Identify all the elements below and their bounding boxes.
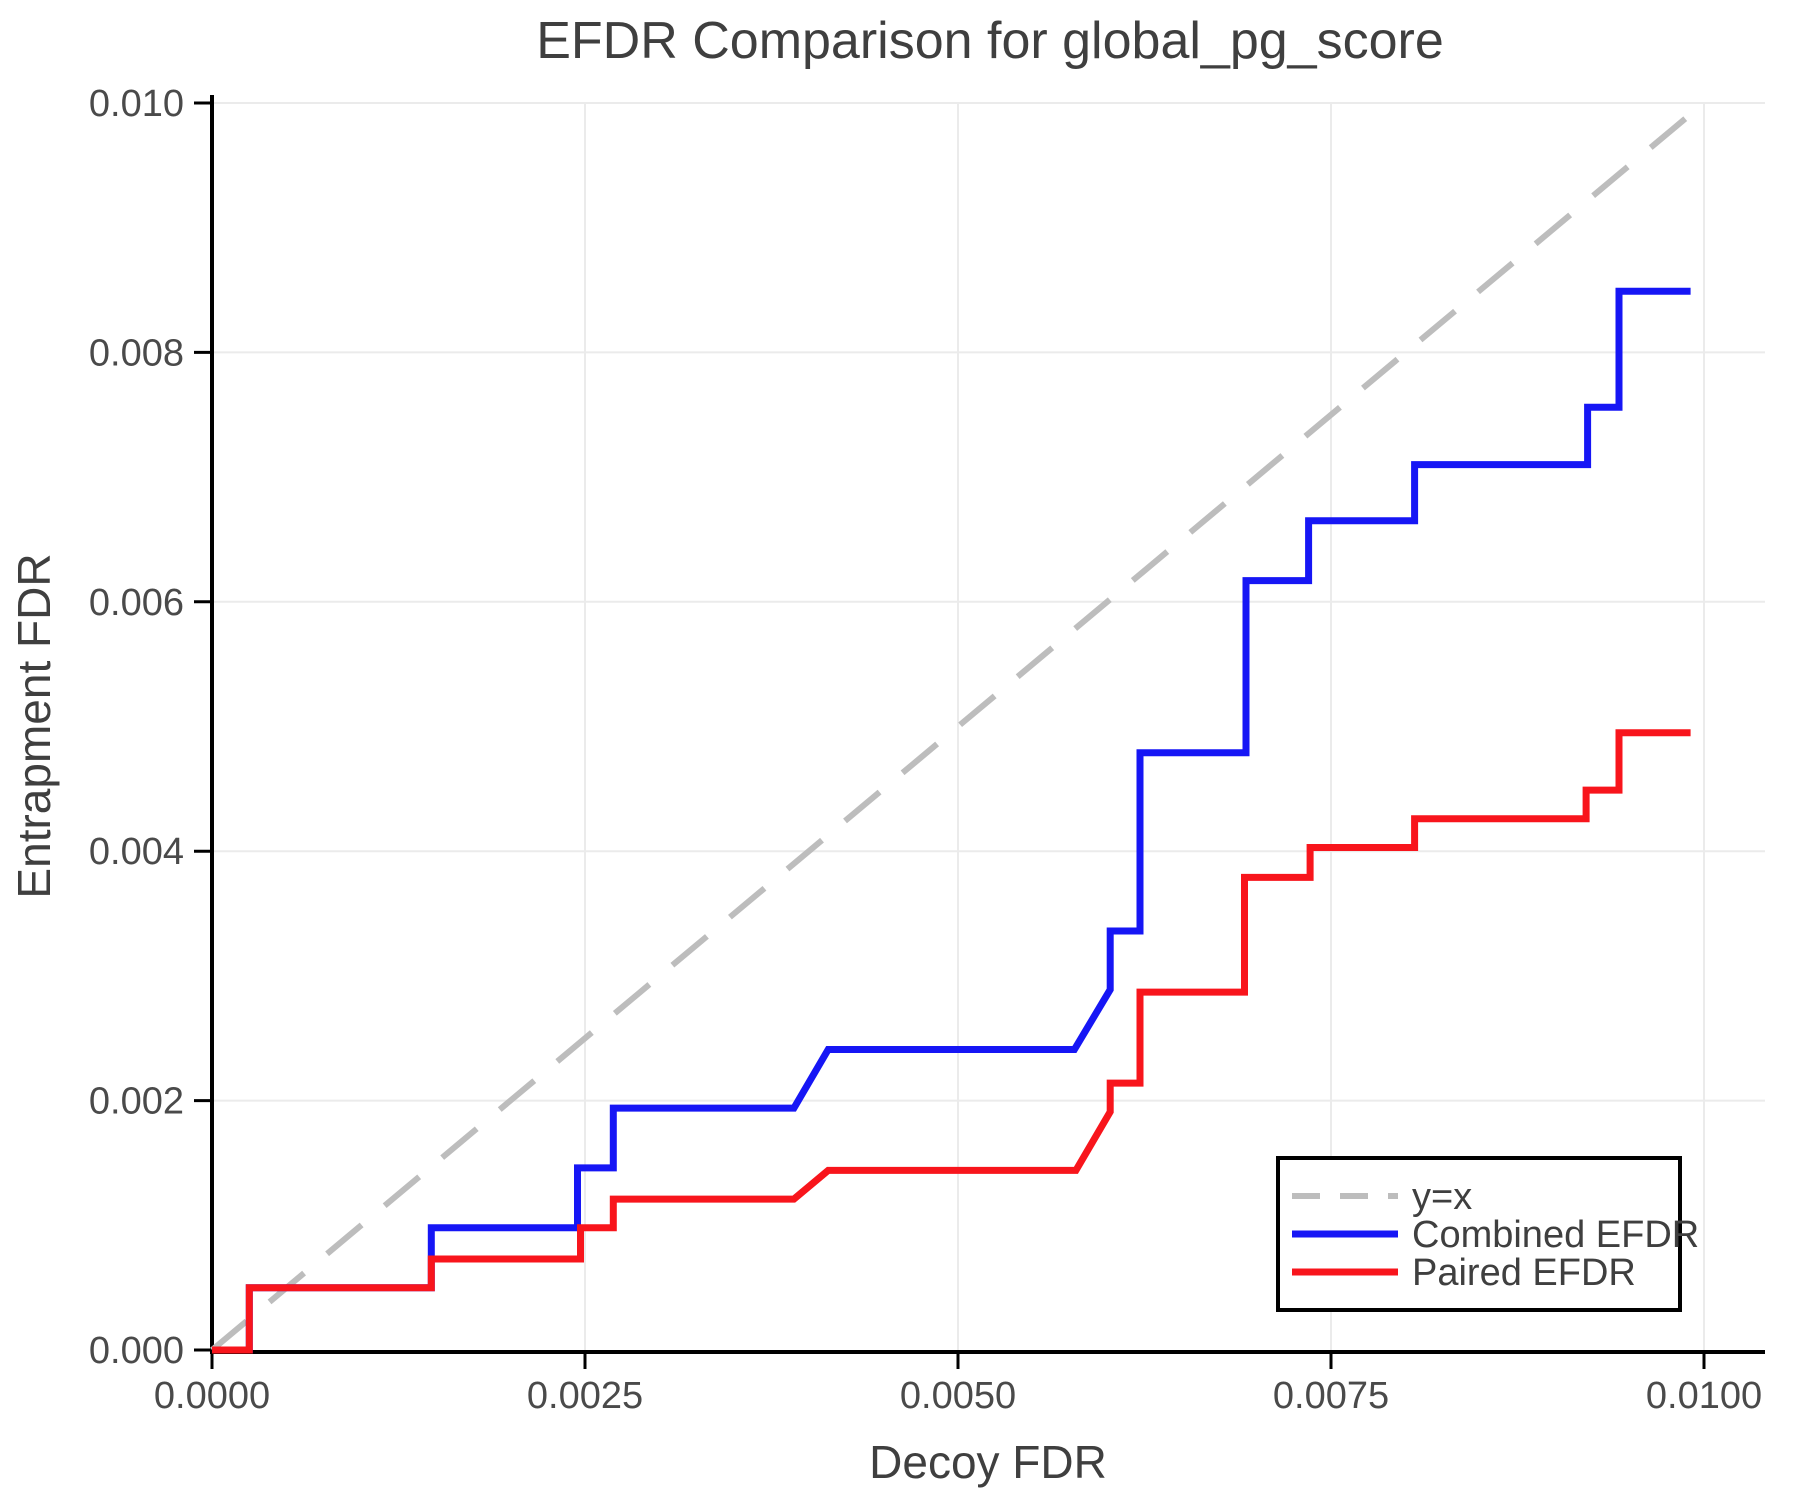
data-series — [210, 113, 1692, 1354]
axis-tick-labels: 0.0000 0.0025 0.0050 0.0075 0.0100 0.000 0.002… — [89, 83, 1762, 1417]
y-tick-label: 0.002 — [89, 1081, 184, 1123]
y-tick-label: 0.004 — [89, 831, 184, 873]
y-tick-label: 0.008 — [89, 332, 184, 374]
series-line-combined-efdr — [212, 287, 1691, 1354]
chart-title: EFDR Comparison for global_pg_score — [536, 12, 1444, 70]
y-tick-label: 0.000 — [89, 1330, 184, 1372]
legend-item-label: Combined EFDR — [1412, 1214, 1699, 1256]
axis-ticks — [194, 101, 1706, 1369]
x-tick-label: 0.0025 — [527, 1375, 643, 1417]
y-tick-label: 0.010 — [89, 83, 184, 125]
x-axis-title: Decoy FDR — [869, 1436, 1107, 1488]
y-axis-title: Entrapment FDR — [8, 553, 60, 898]
y-tick-label: 0.006 — [89, 582, 184, 624]
x-tick-label: 0.0000 — [154, 1375, 270, 1417]
x-tick-label: 0.0050 — [900, 1375, 1016, 1417]
x-tick-label: 0.0100 — [1646, 1375, 1762, 1417]
gridlines — [212, 102, 1765, 1350]
legend-item-label: Paired EFDR — [1412, 1252, 1636, 1294]
series-line-paired-efdr — [212, 729, 1691, 1354]
legend-item-label: y=x — [1412, 1176, 1472, 1218]
x-tick-label: 0.0075 — [1273, 1375, 1389, 1417]
axis-spines — [210, 95, 1765, 1354]
series-line-y-x — [210, 113, 1692, 1353]
